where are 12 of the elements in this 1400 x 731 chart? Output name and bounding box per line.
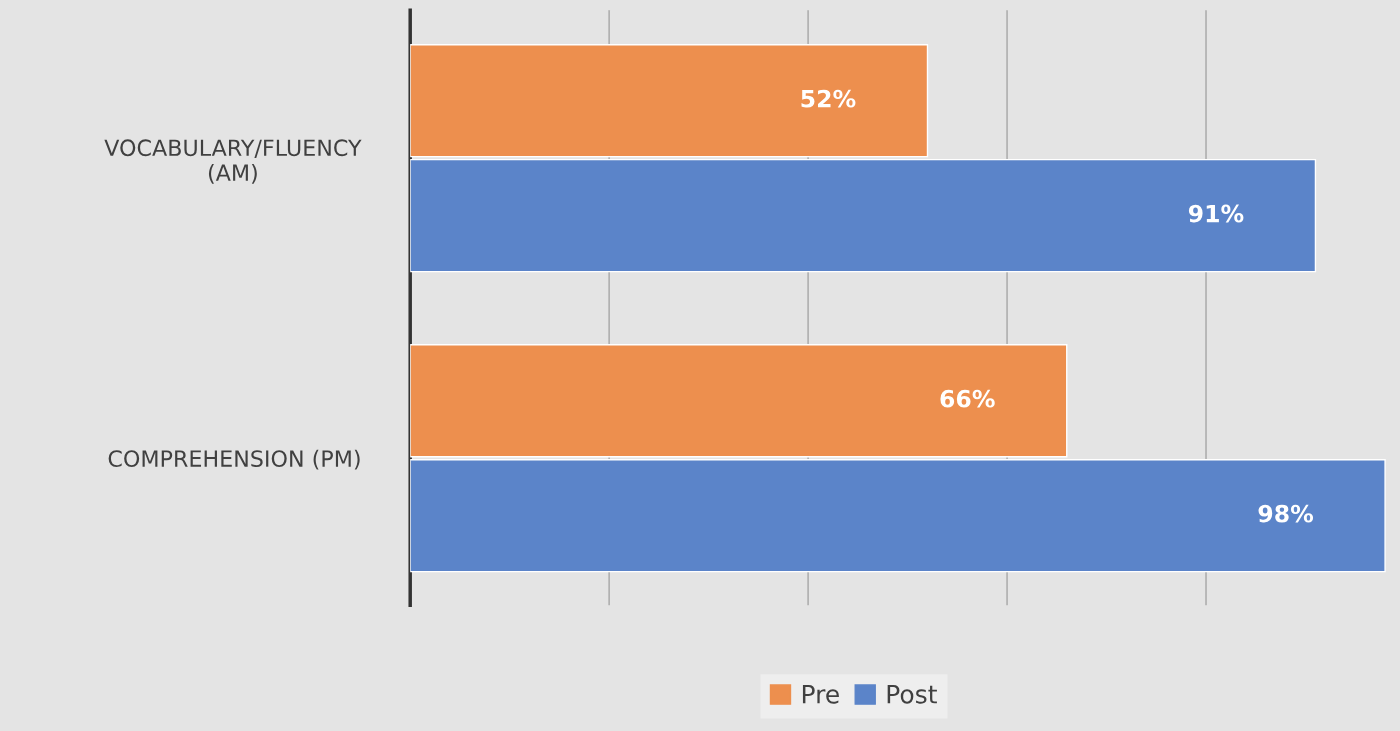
y-tick-label: COMPREHENSION (PM) xyxy=(108,449,360,470)
bar xyxy=(410,344,1068,458)
legend-label: Pre xyxy=(802,685,839,704)
legend-label: Post xyxy=(887,685,937,704)
bar xyxy=(410,158,1317,273)
bar xyxy=(410,44,929,158)
data-label: 91% xyxy=(1188,204,1244,223)
data-label: 66% xyxy=(940,389,995,408)
y-tick-label: VOCABULARY/FLUENCY (AM) xyxy=(104,139,362,184)
data-label: 52% xyxy=(801,89,856,108)
bar xyxy=(410,459,1386,573)
data-label: 98% xyxy=(1258,504,1314,523)
